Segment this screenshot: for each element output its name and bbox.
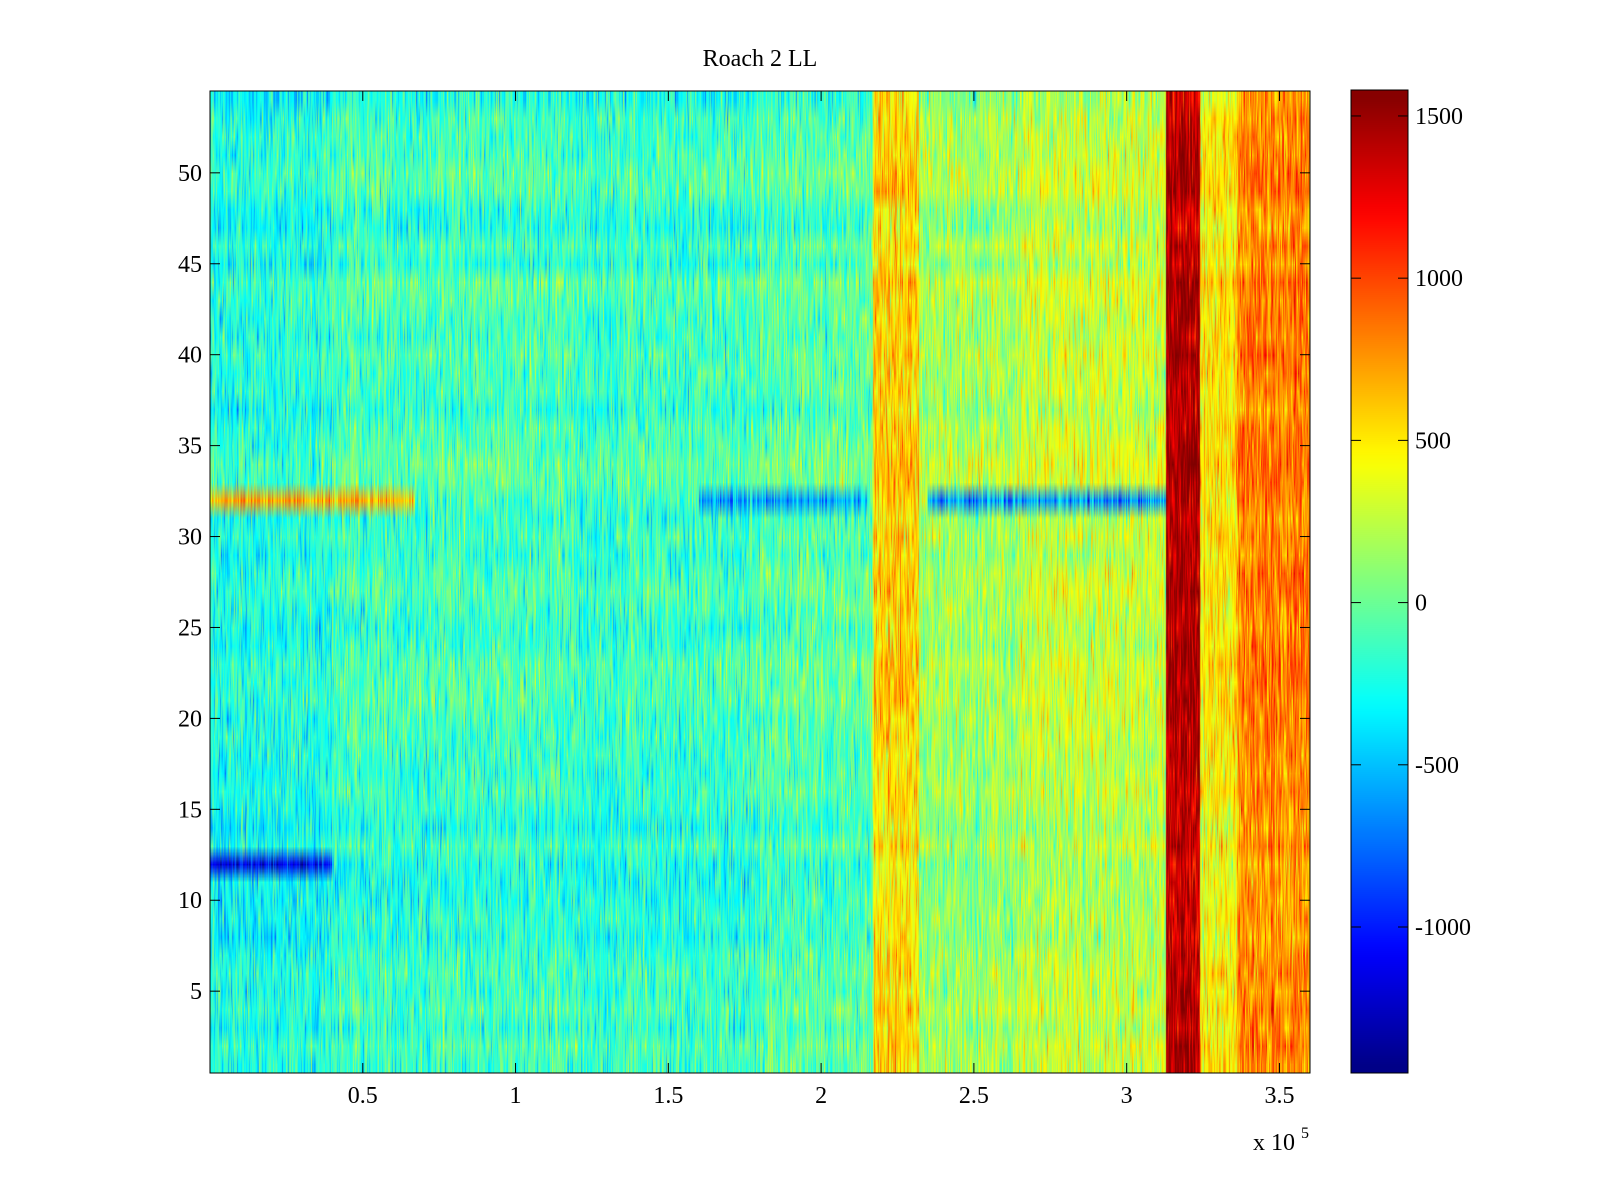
colorbar: 1500 1000 500 0 -500 -1000 [1350,89,1471,1074]
y-tick-label: 50 [178,161,202,187]
colorbar-tick-label: 1000 [1415,266,1463,292]
x-tick-label: 3 [1121,1083,1133,1109]
colorbar-gradient [1351,90,1408,1073]
x-multiplier-base: x 10 [1253,1130,1295,1156]
colorbar-tick-label: 500 [1415,428,1451,454]
colorbar-tick-label: -500 [1415,753,1459,779]
y-tick-label: 5 [190,979,202,1005]
y-tick-label: 10 [178,888,202,914]
x-axis: 0.5 1 1.5 2 2.5 3 3.5 [348,91,1294,1109]
y-tick-label: 20 [178,706,202,732]
x-multiplier-exponent: 5 [1301,1125,1309,1142]
heatmap-cells [210,91,1310,1073]
colorbar-tick-label: 0 [1415,591,1427,617]
x-axis-multiplier: x 10 5 [1253,1125,1309,1156]
y-axis: 5 10 15 20 25 30 35 40 45 50 [178,161,1310,1005]
y-tick-label: 40 [178,343,202,369]
x-tick-label: 1 [510,1083,522,1109]
x-tick-label: 1.5 [653,1083,683,1109]
y-tick-label: 35 [178,434,202,460]
y-tick-label: 15 [178,797,202,823]
x-tick-label: 0.5 [348,1083,378,1109]
colorbar-tick-label: -1000 [1415,915,1471,941]
colorbar-frame [1350,89,1409,1074]
x-tick-label: 2.5 [959,1083,989,1109]
y-tick-label: 25 [178,615,202,641]
colorbar-tick-label: 1500 [1415,104,1463,130]
plot-frame [209,90,1311,1074]
y-tick-label: 30 [178,525,202,551]
chart-title: Roach 2 LL [703,46,818,72]
y-tick-label: 45 [178,252,202,278]
colorbar-axis: 1500 1000 500 0 -500 -1000 [1351,104,1471,941]
x-tick-label: 3.5 [1264,1083,1294,1109]
plot-area: 0.5 1 1.5 2 2.5 3 3.5 5 10 15 20 25 30 35 40 45 50 [178,90,1311,1109]
x-tick-label: 2 [815,1083,827,1109]
